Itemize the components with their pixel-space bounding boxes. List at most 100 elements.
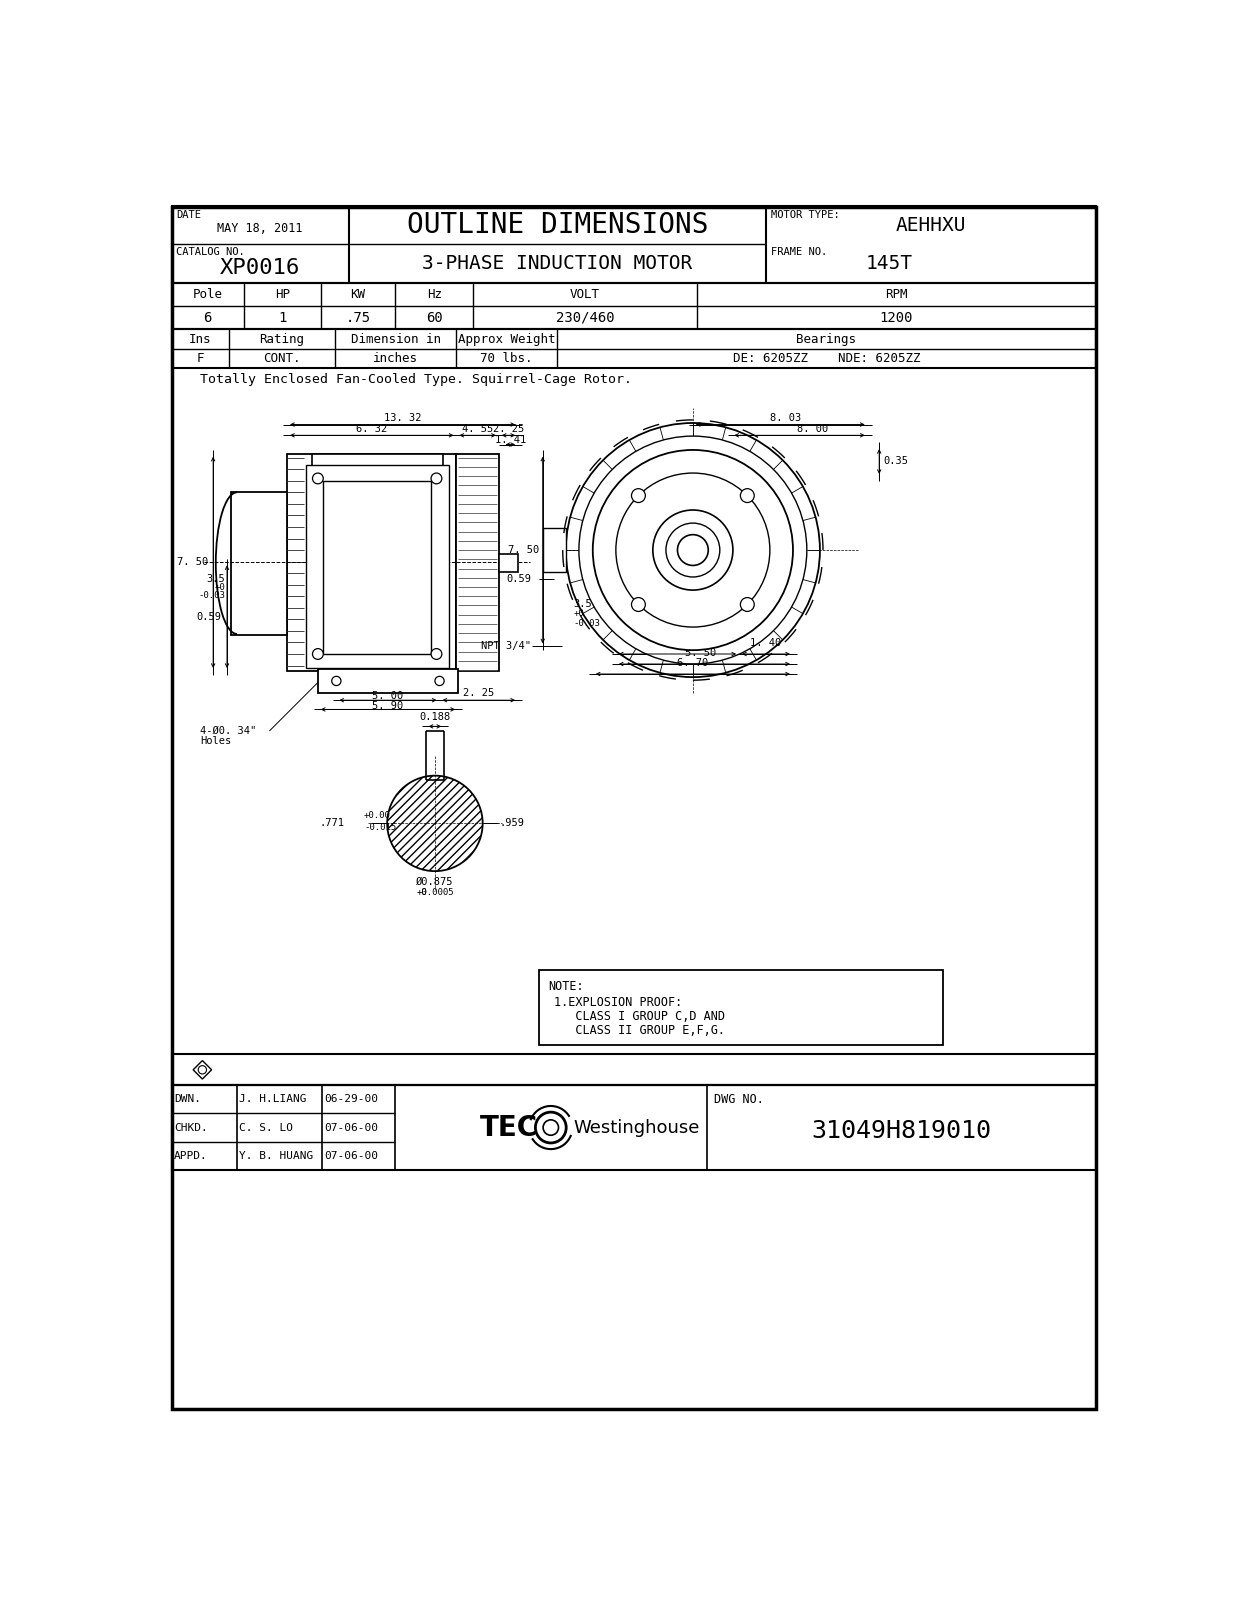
Text: 13. 32: 13. 32 [383, 413, 422, 424]
Text: 4-Ø0. 34": 4-Ø0. 34" [200, 726, 256, 736]
Bar [499, 554, 518, 571]
Text: CONT.: CONT. [263, 352, 301, 365]
Text: +0: +0 [417, 888, 427, 896]
Text: 6. 70: 6. 70 [677, 658, 709, 667]
Text: .75: .75 [345, 310, 370, 325]
Circle shape [666, 523, 720, 578]
Text: J. H.LIANG: J. H.LIANG [239, 1094, 307, 1104]
Text: 0.35: 0.35 [883, 456, 908, 467]
Text: DWN.: DWN. [174, 1094, 200, 1104]
Text: 0.59: 0.59 [506, 573, 531, 584]
Circle shape [579, 437, 807, 664]
Text: AEHHXU: AEHHXU [896, 216, 966, 235]
Text: CHKD.: CHKD. [174, 1123, 208, 1133]
Circle shape [313, 648, 323, 659]
Text: CLASS I GROUP C,D AND: CLASS I GROUP C,D AND [554, 1010, 725, 1022]
Circle shape [632, 597, 646, 611]
Bar [287, 454, 456, 670]
Text: Hz: Hz [427, 288, 442, 301]
Bar [456, 454, 499, 670]
Circle shape [616, 474, 769, 627]
Text: F: F [197, 352, 204, 365]
Text: XP0016: XP0016 [220, 258, 301, 278]
Text: 70 lbs.: 70 lbs. [480, 352, 533, 365]
Polygon shape [543, 528, 565, 571]
Text: 230/460: 230/460 [555, 310, 615, 325]
Text: inches: inches [374, 352, 418, 365]
Text: NOTE:: NOTE: [548, 981, 584, 994]
Circle shape [741, 597, 755, 611]
Text: Rating: Rating [260, 333, 304, 346]
Text: CLASS II GROUP E,F,G.: CLASS II GROUP E,F,G. [554, 1024, 725, 1037]
Text: Pole: Pole [193, 288, 223, 301]
Text: 5. 90: 5. 90 [372, 701, 403, 710]
Text: TEC: TEC [480, 1114, 538, 1141]
Text: 6: 6 [204, 310, 212, 325]
Circle shape [332, 677, 341, 685]
Text: VOLT: VOLT [570, 288, 600, 301]
Text: -0.015: -0.015 [364, 822, 396, 832]
Text: 60: 60 [426, 310, 443, 325]
Text: KW: KW [350, 288, 365, 301]
Bar [318, 669, 458, 693]
Text: 1.EXPLOSION PROOF:: 1.EXPLOSION PROOF: [554, 995, 683, 1010]
Text: Y. B. HUANG: Y. B. HUANG [239, 1150, 314, 1160]
Text: 3.5: 3.5 [574, 598, 593, 610]
Text: 8. 03: 8. 03 [769, 413, 800, 424]
Text: Approx Weight: Approx Weight [458, 333, 555, 346]
Text: 8. 00: 8. 00 [797, 424, 828, 434]
Text: 2. 25: 2. 25 [463, 688, 495, 698]
Text: Totally Enclosed Fan-Cooled Type. Squirrel-Cage Rotor.: Totally Enclosed Fan-Cooled Type. Squirr… [200, 373, 632, 386]
Circle shape [565, 422, 820, 677]
Text: 1. 40: 1. 40 [751, 638, 782, 648]
Circle shape [593, 450, 793, 650]
Text: 4. 55: 4. 55 [463, 424, 494, 434]
Text: 3.5: 3.5 [207, 573, 225, 584]
Text: 7. 50: 7. 50 [177, 557, 208, 568]
Text: 1200: 1200 [880, 310, 913, 325]
Circle shape [536, 1112, 567, 1142]
Circle shape [435, 677, 444, 685]
Text: -0.0005: -0.0005 [416, 888, 454, 896]
Circle shape [198, 1066, 207, 1074]
Text: Westinghouse: Westinghouse [574, 1118, 700, 1136]
Polygon shape [193, 1061, 212, 1078]
Text: C. S. LO: C. S. LO [239, 1123, 293, 1133]
Text: Bearings: Bearings [797, 333, 856, 346]
Text: DATE: DATE [176, 211, 202, 221]
Bar [539, 970, 943, 1045]
Text: 5. 00: 5. 00 [372, 691, 403, 701]
Bar [323, 480, 430, 654]
Circle shape [741, 488, 755, 502]
Text: -0.03: -0.03 [199, 590, 225, 600]
Text: DE: 6205ZZ    NDE: 6205ZZ: DE: 6205ZZ NDE: 6205ZZ [732, 352, 920, 365]
Text: 145T: 145T [866, 254, 913, 274]
Text: 31049H819010: 31049H819010 [811, 1120, 992, 1144]
Bar [312, 454, 443, 477]
Text: OUTLINE DIMENSIONS: OUTLINE DIMENSIONS [407, 211, 708, 238]
Bar [172, 330, 1096, 368]
Text: MOTOR TYPE:: MOTOR TYPE: [771, 210, 840, 219]
Text: .771: .771 [320, 818, 345, 829]
Text: +0.00: +0.00 [364, 811, 391, 821]
Bar [172, 1054, 1096, 1085]
Text: HP: HP [275, 288, 289, 301]
Text: 0.59: 0.59 [197, 611, 221, 622]
Circle shape [678, 534, 709, 565]
Text: 5. 50: 5. 50 [685, 648, 716, 658]
Text: +0: +0 [215, 584, 225, 592]
Text: +0: +0 [574, 610, 584, 619]
Text: Holes: Holes [200, 736, 231, 746]
Text: DWG NO.: DWG NO. [715, 1093, 764, 1106]
Circle shape [632, 488, 646, 502]
Circle shape [653, 510, 732, 590]
Text: 3-PHASE INDUCTION MOTOR: 3-PHASE INDUCTION MOTOR [422, 254, 693, 274]
Text: NPT 3/4": NPT 3/4" [481, 642, 531, 651]
Text: .959: .959 [500, 818, 524, 829]
Text: 0.188: 0.188 [419, 712, 450, 722]
Circle shape [430, 648, 442, 659]
Text: 1: 1 [278, 310, 287, 325]
Bar [172, 283, 1096, 330]
Text: FRAME NO.: FRAME NO. [771, 246, 826, 256]
Circle shape [430, 474, 442, 483]
